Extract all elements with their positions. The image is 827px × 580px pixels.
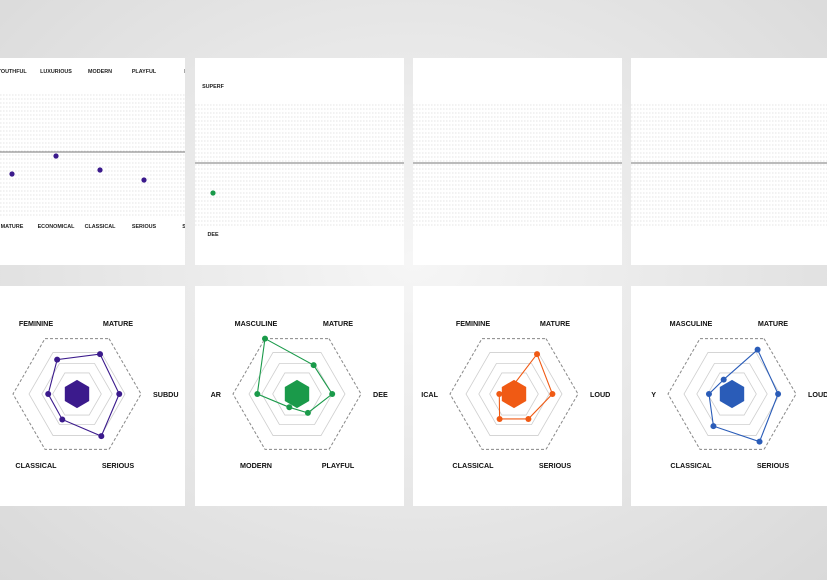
top-category-label: MODERN	[88, 69, 112, 75]
radar-point	[507, 385, 514, 392]
radar-point	[705, 391, 712, 397]
scatter-chart-1: YOUTHFUL LUXURIOUS MODERN PLAYFUL LO MATURE EC…	[0, 69, 185, 230]
bottom-category-label: MATURE	[1, 224, 24, 230]
radar-point	[45, 391, 52, 397]
radar-axis-label: MATURE	[103, 319, 133, 328]
radar-point	[59, 416, 66, 423]
top-category-label: LO	[184, 69, 185, 75]
radar-axis-label: Y	[651, 390, 656, 399]
radar-axis-label: LOUD	[808, 390, 827, 399]
radar-axis-label: CLASSICAL	[452, 461, 494, 470]
radar-center-hexagon	[719, 379, 745, 409]
radar-point	[329, 391, 336, 397]
top-category-label: YOUTHFUL	[0, 69, 27, 75]
radar-axis-label: ICAL	[421, 390, 438, 399]
scatter-chart-3: INEYOUTHFULLUXURIOUSMODERNPLAYFULLOLINEM…	[413, 104, 622, 226]
radar-grid-ring	[12, 338, 142, 450]
radar-axis-label: SERIOUS	[757, 461, 790, 470]
radar-chart-1: MATURE SUBDU SERIOUS CLASSICAL FEMININE	[12, 319, 179, 470]
radar-point	[756, 438, 763, 445]
radar-axis-label: SUBDU	[153, 390, 179, 399]
radar-axis-label: CLASSICAL	[670, 461, 712, 470]
radar-axis-label: MATURE	[758, 319, 788, 328]
radar-axis-label: DEE	[373, 390, 388, 399]
radar-grid-ring	[272, 372, 322, 416]
radar-point	[116, 391, 123, 397]
radar-grid-ring	[667, 338, 797, 450]
radar-axis-label: AR	[211, 390, 222, 399]
radar-grid-ring	[449, 338, 579, 450]
radar-card-2: MATURE DEE PLAYFUL MODERN AR MASCULINE	[195, 286, 404, 506]
radar-axis-label: FEMININE	[456, 319, 491, 328]
radar-center-hexagon	[284, 379, 310, 409]
radar-chart-2: MATURE DEE PLAYFUL MODERN AR MASCULINE	[211, 319, 388, 470]
radar-axis-label: CLASSICAL	[15, 461, 57, 470]
radar-card-4: MATURE LOUD SERIOUS CLASSICAL Y MASCULINE	[631, 286, 827, 506]
radar-point	[534, 351, 541, 358]
radar-point	[754, 346, 761, 353]
radar-center-hexagon	[64, 379, 90, 409]
top-category-label: LUXURIOUS	[40, 69, 72, 75]
scatter-card-1: YOUTHFUL LUXURIOUS MODERN PLAYFUL LO MATURE EC…	[0, 58, 185, 265]
top-category-label: PLAYFUL	[132, 69, 157, 75]
radar-axis-label: MODERN	[240, 461, 272, 470]
radar-axis-label: MASCULINE	[670, 319, 713, 328]
radar-point	[262, 335, 268, 342]
radar-grid-ring	[52, 372, 102, 416]
scatter-card-2: INEYOUTHFULLUXURIOUSMODERNPLAYFULSUPERFL…	[195, 58, 404, 265]
radar-point	[720, 376, 727, 383]
radar-grid-ring	[28, 352, 126, 436]
radar-axis-label: SERIOUS	[102, 461, 135, 470]
radar-axis-label: PLAYFUL	[322, 461, 355, 470]
radar-axis-label: LOUD	[590, 390, 610, 399]
radar-axis-label: MATURE	[323, 319, 353, 328]
data-point	[141, 177, 147, 183]
radar-point	[496, 415, 503, 422]
radar-point	[98, 433, 105, 440]
bottom-category-label: SERIOUS	[132, 224, 157, 230]
scatter-chart-2: INEYOUTHFULLUXURIOUSMODERNPLAYFULSUPERFL…	[195, 84, 404, 238]
radar-point	[496, 391, 503, 397]
top-category-label: SUPERF	[202, 84, 225, 90]
radar-grid-ring	[465, 352, 563, 436]
radar-center-hexagon	[501, 379, 527, 409]
data-point	[53, 153, 59, 159]
radar-grid-ring	[248, 352, 346, 436]
radar-chart-3: MATURE LOUD SERIOUS CLASSICAL ICAL FEMININE	[421, 319, 610, 470]
radar-axis-label: SERIOUS	[539, 461, 572, 470]
scatter-card-3: INEYOUTHFULLUXURIOUSMODERNPLAYFULLOLINEM…	[413, 58, 622, 265]
radar-axis-label: FEMININE	[19, 319, 54, 328]
bottom-category-label: SUB	[182, 224, 185, 230]
radar-point	[286, 404, 293, 411]
scatter-card-4: INEYOUTHFULFANCYMODERNPLAYFULLINEMATUREP…	[631, 58, 827, 265]
data-point	[210, 190, 216, 196]
radar-point	[310, 362, 317, 369]
radar-grid-ring	[41, 363, 113, 425]
radar-axis-label: MATURE	[540, 319, 570, 328]
radar-axis-label: MASCULINE	[235, 319, 278, 328]
radar-point	[549, 391, 556, 397]
bottom-category-label: DEE	[207, 232, 218, 238]
radar-grid-ring	[478, 363, 550, 425]
radar-point	[254, 391, 261, 397]
data-point	[97, 167, 103, 173]
bottom-category-label: CLASSICAL	[85, 224, 117, 230]
radar-chart-4: MATURE LOUD SERIOUS CLASSICAL Y MASCULINE	[651, 319, 827, 470]
radar-grid-ring	[489, 372, 539, 416]
data-point	[9, 171, 15, 177]
radar-point	[304, 409, 311, 416]
radar-card-1: MATURE SUBDU SERIOUS CLASSICAL FEMININE	[0, 286, 185, 506]
scatter-chart-4: INEYOUTHFULFANCYMODERNPLAYFULLINEMATUREP…	[631, 104, 827, 226]
radar-point	[775, 391, 782, 397]
radar-point	[710, 423, 717, 430]
radar-grid-ring	[707, 372, 757, 416]
radar-point	[54, 356, 61, 363]
radar-card-3: MATURE LOUD SERIOUS CLASSICAL ICAL FEMININE	[413, 286, 622, 506]
radar-point	[97, 351, 104, 358]
radar-point	[525, 415, 532, 422]
bottom-category-label: ECONOMICAL	[38, 224, 76, 230]
